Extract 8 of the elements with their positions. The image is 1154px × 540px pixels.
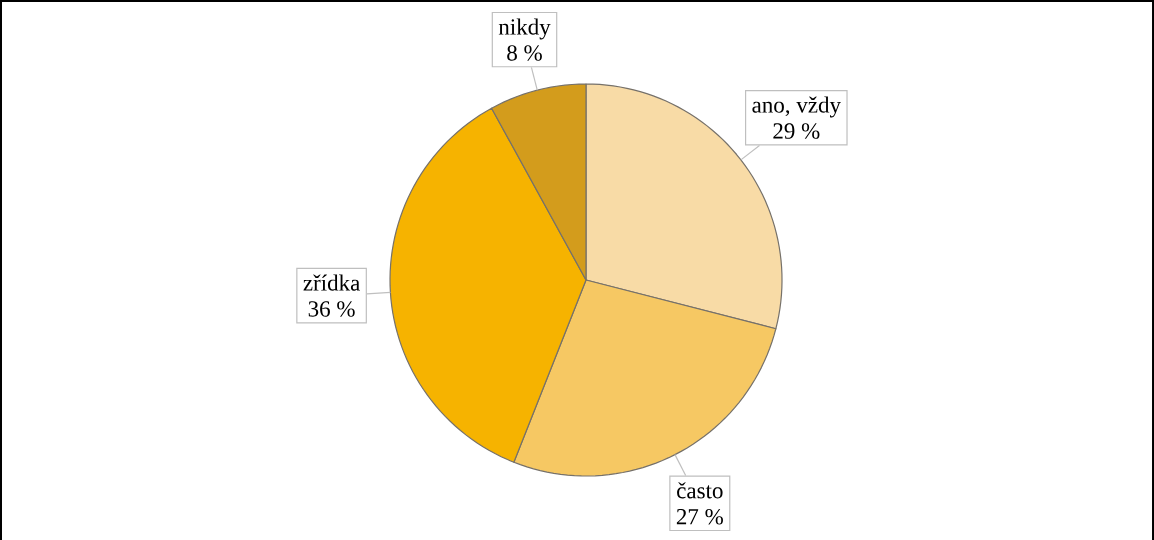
slice-label: často <box>677 482 723 499</box>
slice-label: zřídka <box>303 274 360 291</box>
data-label: 8 % <box>507 45 542 61</box>
slice-label: ano, vždy <box>752 96 841 118</box>
data-label: 29 % <box>773 123 820 139</box>
data-label: 27 % <box>676 508 723 525</box>
data-label: 36 % <box>308 301 355 317</box>
slice-label: nikdy <box>498 18 551 40</box>
